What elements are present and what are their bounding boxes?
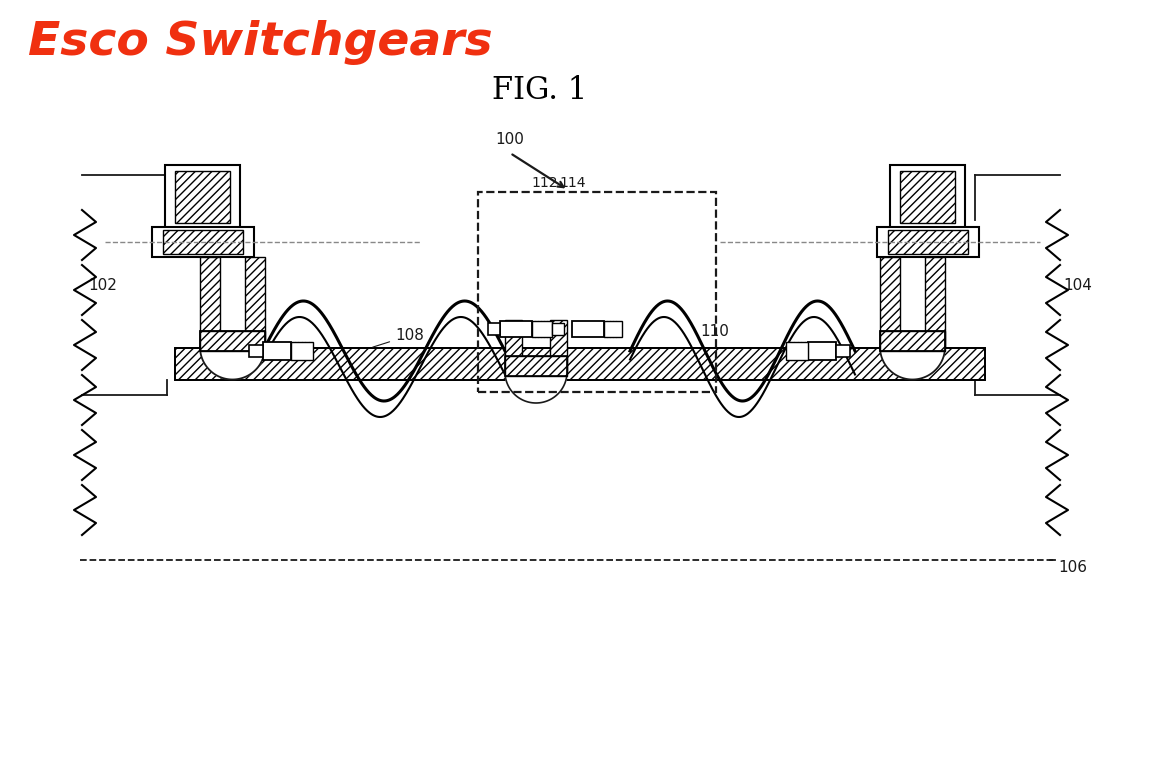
Bar [200, 331, 264, 351]
Polygon shape [200, 347, 264, 380]
Bar [890, 165, 965, 230]
Bar [500, 321, 532, 337]
Bar [245, 257, 264, 347]
Bar [176, 171, 230, 223]
Polygon shape [505, 372, 567, 403]
Text: 180: 180 [560, 365, 586, 379]
Bar [550, 320, 567, 372]
Bar [880, 331, 945, 351]
Bar [152, 227, 254, 257]
Bar [488, 323, 500, 335]
Bar [479, 192, 716, 392]
Bar [163, 230, 243, 254]
Bar [200, 331, 264, 351]
Polygon shape [880, 347, 945, 380]
Text: 114: 114 [559, 176, 586, 190]
Text: 106: 106 [1058, 560, 1087, 574]
Text: 102: 102 [88, 277, 117, 292]
Bar [837, 345, 849, 357]
Bar [505, 356, 567, 376]
Bar [291, 342, 314, 360]
Text: 104: 104 [1064, 277, 1092, 292]
Bar [572, 321, 604, 337]
Text: 112: 112 [531, 176, 558, 190]
Bar [880, 257, 900, 347]
Text: Esco Switchgears: Esco Switchgears [28, 20, 493, 65]
Text: 115: 115 [523, 383, 549, 397]
Bar [878, 227, 979, 257]
Bar [604, 321, 622, 337]
Bar [808, 342, 837, 360]
Bar [900, 171, 955, 223]
Bar [880, 331, 945, 351]
Bar [505, 320, 522, 372]
Text: 116: 116 [510, 365, 537, 379]
Text: 100: 100 [495, 132, 524, 147]
Bar [532, 321, 552, 337]
Bar [888, 230, 968, 254]
Bar [200, 257, 220, 347]
Text: 110: 110 [700, 324, 729, 339]
Bar [263, 342, 291, 360]
Bar [249, 345, 263, 357]
Bar [505, 356, 567, 376]
Bar [176, 348, 985, 380]
Bar [176, 348, 985, 380]
Bar [165, 165, 240, 230]
Bar [786, 342, 808, 360]
Text: 108: 108 [373, 328, 424, 347]
Bar [552, 323, 564, 335]
Text: FIG. 1: FIG. 1 [493, 75, 587, 106]
Bar [925, 257, 945, 347]
